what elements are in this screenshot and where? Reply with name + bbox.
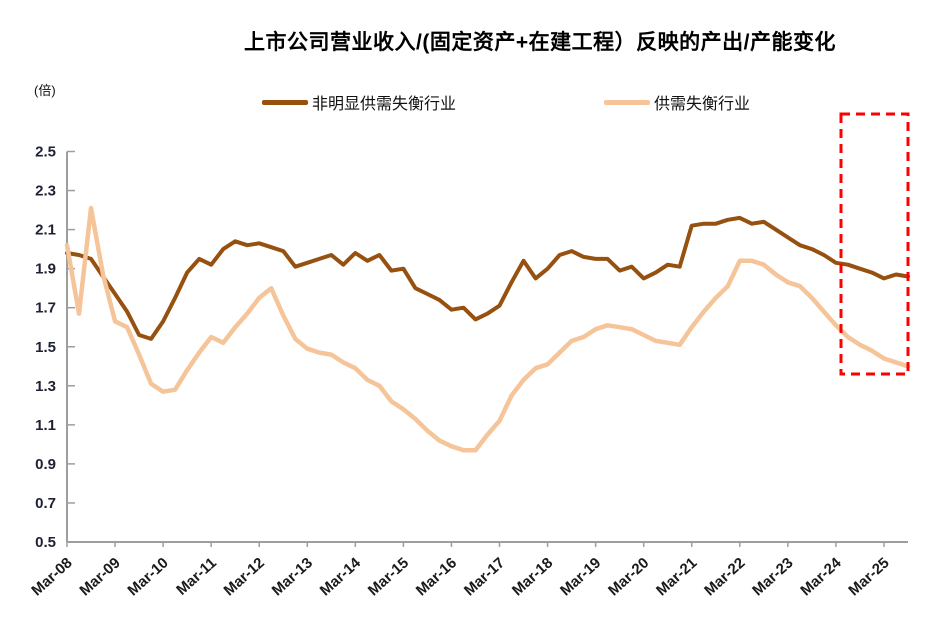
y-tick-label: 0.7 [35, 495, 56, 512]
x-tick-label: Mar-24 [797, 554, 845, 599]
legend-swatch-dark-line-icon [262, 99, 308, 105]
y-tick-label: 0.5 [35, 534, 56, 551]
y-tick-label: 1.7 [35, 300, 56, 317]
legend-item-non-imbalance: 非明显供需失衡行业 [262, 92, 457, 113]
x-tick-label: Mar-13 [269, 554, 316, 599]
y-tick-label: 2.5 [35, 144, 56, 161]
x-tick-label: Mar-25 [845, 554, 892, 599]
x-tick-label: Mar-11 [173, 554, 220, 598]
x-tick-label: Mar-17 [461, 554, 508, 599]
x-tick-label: Mar-12 [221, 554, 268, 599]
legend-label: 非明显供需失衡行业 [312, 96, 457, 113]
x-tick-label: Mar-09 [76, 554, 123, 599]
x-tick-label: Mar-19 [557, 554, 604, 599]
x-tick-label: Mar-10 [124, 554, 171, 599]
x-tick-label: Mar-22 [701, 554, 748, 599]
y-tick-label: 1.3 [35, 378, 56, 395]
y-tick-label: 1.9 [35, 261, 56, 278]
y-tick-label: 2.3 [35, 183, 56, 200]
x-tick-label: Mar-18 [509, 554, 556, 599]
x-tick-label: Mar-16 [413, 554, 460, 599]
legend-item-imbalance: 供需失衡行业 [604, 92, 751, 113]
legend-label: 供需失衡行业 [654, 96, 751, 113]
x-tick-label: Mar-14 [317, 554, 365, 599]
series-line-1 [65, 215, 910, 341]
y-tick-label: 2.1 [35, 222, 56, 239]
highlight-box [839, 112, 910, 376]
x-tick-label: Mar-23 [749, 554, 796, 599]
x-tick-label: Mar-21 [653, 554, 700, 599]
y-tick-label: 1.1 [35, 417, 56, 434]
legend-swatch-light-line-icon [604, 99, 650, 105]
series-line-2 [64, 205, 911, 453]
y-tick-label: 1.5 [35, 339, 56, 356]
y-axis-unit-label: (倍) [34, 83, 56, 98]
x-tick-label: Mar-15 [365, 554, 412, 599]
x-tick-label: Mar-20 [605, 554, 652, 599]
x-tick-label: Mar-08 [28, 554, 75, 599]
y-tick-label: 0.9 [35, 456, 56, 473]
chart-title: 上市公司营业收入/(固定资产+在建工程）反映的产出/产能变化 [244, 31, 836, 54]
